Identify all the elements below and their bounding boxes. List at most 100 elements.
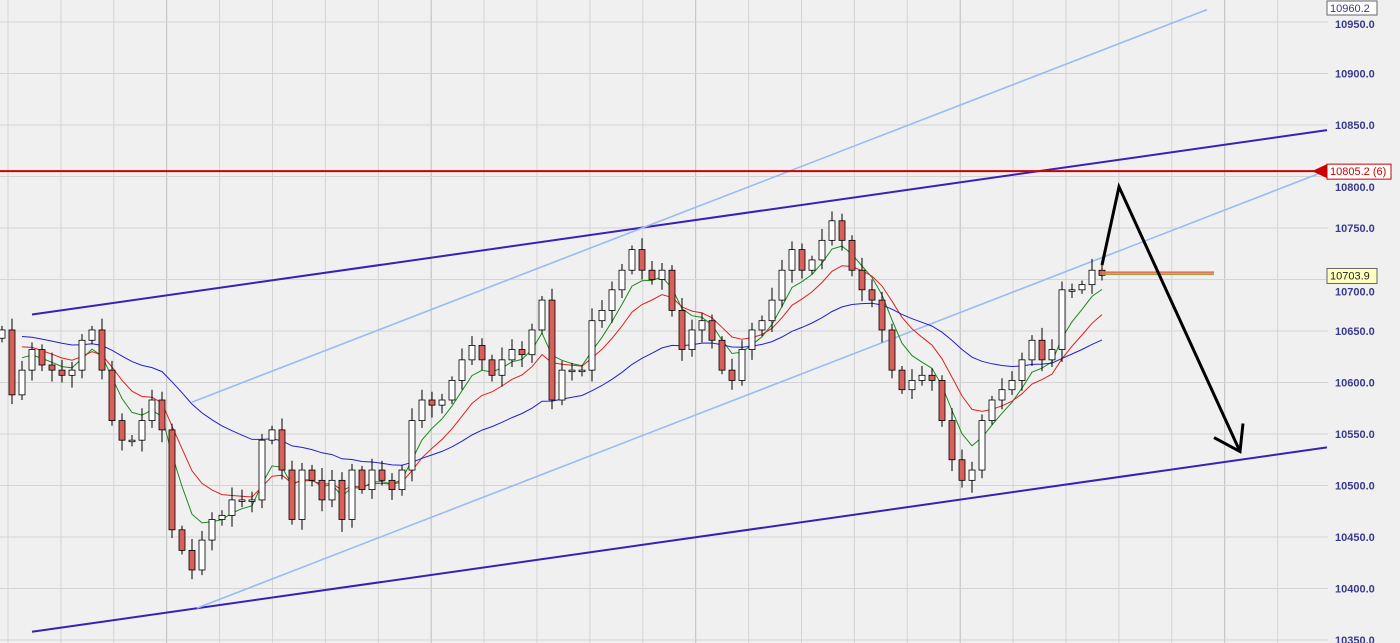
candle-up — [808, 259, 816, 271]
candle-down — [318, 479, 326, 501]
price-labels: 10960.2 10805.2 (6) 10703.9 — [1312, 0, 1392, 284]
candle-down — [278, 429, 286, 471]
trendline-light-lower[interactable] — [196, 171, 1323, 609]
top-price-label: 10960.2 — [1330, 3, 1370, 15]
candle-down — [898, 369, 906, 391]
y-tick-label: 10950.0 — [1335, 19, 1375, 31]
candle-up — [828, 220, 836, 241]
candle-down — [1038, 339, 1046, 361]
candle-up — [768, 299, 776, 322]
y-tick-label: 10850.0 — [1335, 120, 1375, 132]
candle-up — [568, 369, 576, 373]
candle-down — [288, 469, 296, 520]
candle-down — [848, 239, 856, 271]
candle-down — [938, 380, 946, 422]
candle-up — [748, 329, 756, 350]
candle-up — [998, 389, 1006, 401]
candle-down — [798, 249, 806, 271]
projection-arrow[interactable] — [1100, 182, 1242, 453]
candle-up — [78, 339, 86, 371]
candle-down — [548, 299, 556, 401]
candle-up — [68, 369, 76, 376]
candle-down — [678, 309, 686, 350]
candle-up — [1058, 289, 1066, 350]
y-tick-label: 10350.0 — [1335, 635, 1375, 643]
candle-down — [858, 269, 866, 291]
candle-down — [358, 469, 366, 491]
candle-down — [338, 479, 346, 520]
level-label: 10805.2 (6) — [1330, 166, 1386, 178]
candle-up — [198, 539, 206, 571]
candle-up — [248, 499, 256, 502]
candles — [0, 211, 1106, 580]
candle-down — [168, 429, 176, 531]
candle-up — [1028, 339, 1036, 361]
moving-average-5 — [21, 245, 1103, 524]
candle-up — [328, 479, 336, 501]
candle-up — [268, 429, 276, 441]
candle-down — [888, 329, 896, 371]
candle-down — [948, 420, 956, 461]
candle-up — [1048, 349, 1056, 361]
candle-down — [648, 269, 656, 280]
candle-up — [398, 469, 406, 491]
candle-up — [588, 320, 596, 371]
candle-down — [158, 399, 166, 431]
arrowhead-icon — [1213, 423, 1245, 454]
candle-up — [458, 359, 466, 381]
candle-up — [448, 380, 456, 401]
candle-down — [98, 329, 106, 371]
candle-up — [578, 369, 586, 373]
level-marker-arrow-icon — [1312, 164, 1327, 179]
last-price-label: 10703.9 — [1330, 270, 1370, 282]
candle-down — [488, 359, 496, 376]
y-tick-label: 10450.0 — [1335, 532, 1375, 544]
y-tick-label: 10600.0 — [1335, 378, 1375, 390]
candle-up — [618, 269, 626, 291]
trendline-light-upper[interactable] — [191, 8, 1208, 403]
candle-down — [958, 459, 966, 481]
candle-up — [968, 469, 976, 481]
candle-up — [918, 374, 926, 381]
candle-up — [628, 249, 636, 271]
candle-up — [698, 320, 706, 331]
trendline-channel-lower[interactable] — [31, 446, 1328, 633]
candle-down — [728, 369, 736, 381]
candle-down — [838, 220, 846, 241]
price-axis[interactable]: 10950.0 10900.0 10850.0 10800.0 10750.0 10700… — [1335, 19, 1375, 643]
candle-down — [928, 374, 936, 381]
candle-up — [228, 499, 236, 516]
candle-down — [108, 369, 116, 422]
candle-up — [688, 329, 696, 350]
candle-down — [638, 249, 646, 271]
candle-down — [378, 469, 386, 481]
candle-down — [58, 369, 66, 376]
candle-up — [608, 289, 616, 311]
candle-down — [878, 299, 886, 331]
candle-down — [308, 469, 316, 481]
candle-up — [538, 299, 546, 331]
candle-up — [1008, 380, 1016, 391]
level-label-box — [1326, 163, 1392, 180]
y-tick-label: 10550.0 — [1335, 429, 1375, 441]
y-tick-label: 10800.0 — [1335, 182, 1375, 194]
candle-down — [668, 269, 676, 311]
candle-up — [238, 499, 246, 502]
candle-up — [418, 399, 426, 422]
last-price-box — [1326, 267, 1378, 284]
candle-up — [298, 469, 306, 520]
candle-up — [408, 420, 416, 471]
trendline-channel-upper[interactable] — [31, 129, 1328, 316]
y-tick-label: 10750.0 — [1335, 223, 1375, 235]
y-tick-label: 10500.0 — [1335, 481, 1375, 493]
candle-up — [908, 380, 916, 391]
y-tick-label: 10900.0 — [1335, 69, 1375, 81]
candle-down — [178, 529, 186, 551]
trendlines — [0, 8, 1328, 633]
candle-up — [528, 329, 536, 356]
candle-up — [258, 439, 266, 501]
candle-up — [128, 439, 136, 443]
candle-up — [818, 239, 826, 261]
candle-up — [558, 369, 566, 401]
